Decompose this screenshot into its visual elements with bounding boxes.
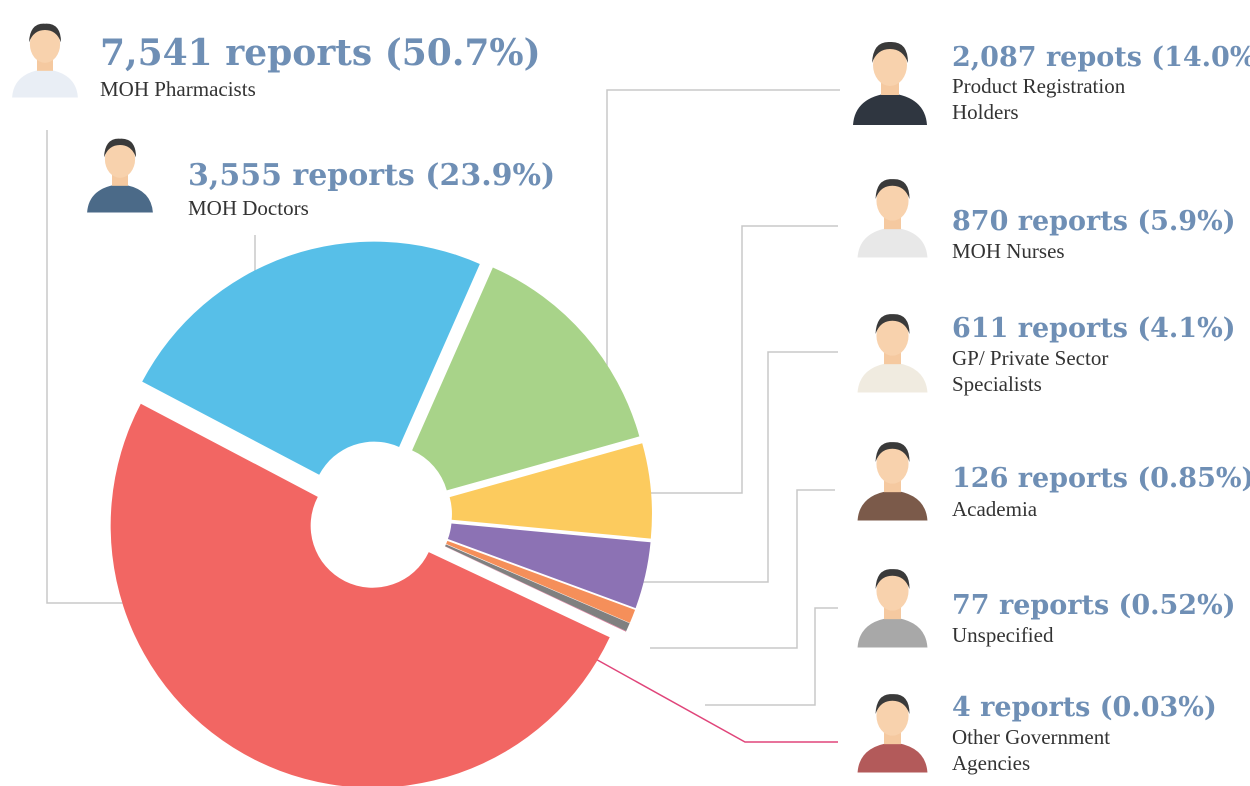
value-label: 3,555 reports (23.9%) bbox=[188, 158, 555, 193]
icon bbox=[858, 314, 928, 392]
value-label: 7,541 reports (50.7%) bbox=[100, 32, 541, 74]
leader-line bbox=[620, 226, 838, 493]
category-label: Unspecified bbox=[952, 623, 1054, 647]
chart: 7,541 reports (50.7%) MOH Pharmacists 3,55… bbox=[0, 0, 1250, 786]
value-label: 77 reports (0.52%) bbox=[952, 590, 1236, 621]
leader-line bbox=[607, 90, 840, 368]
icon bbox=[12, 24, 78, 98]
value-label: 870 reports (5.9%) bbox=[952, 206, 1236, 237]
value-label: 126 reports (0.85%) bbox=[952, 463, 1250, 494]
category-label: Academia bbox=[952, 497, 1038, 521]
leader-line bbox=[705, 608, 838, 705]
value-label: 4 reports (0.03%) bbox=[952, 692, 1217, 723]
icon bbox=[858, 569, 928, 647]
icon bbox=[858, 694, 928, 772]
value-label: 2,087 repots (14.0%) bbox=[952, 42, 1250, 73]
page: {"chart_data": {"type": "pie", "categori… bbox=[0, 0, 1250, 786]
icon bbox=[853, 42, 927, 125]
icon bbox=[87, 139, 153, 213]
leader-line bbox=[592, 657, 838, 742]
category-label: MOH Nurses bbox=[952, 239, 1065, 263]
icon bbox=[858, 442, 928, 520]
leader-line bbox=[650, 490, 835, 648]
category-label: MOH Pharmacists bbox=[100, 77, 256, 101]
icon bbox=[858, 179, 928, 257]
category-label: MOH Doctors bbox=[188, 196, 309, 220]
value-label: 611 reports (4.1%) bbox=[952, 313, 1236, 344]
leader-line bbox=[620, 352, 838, 582]
